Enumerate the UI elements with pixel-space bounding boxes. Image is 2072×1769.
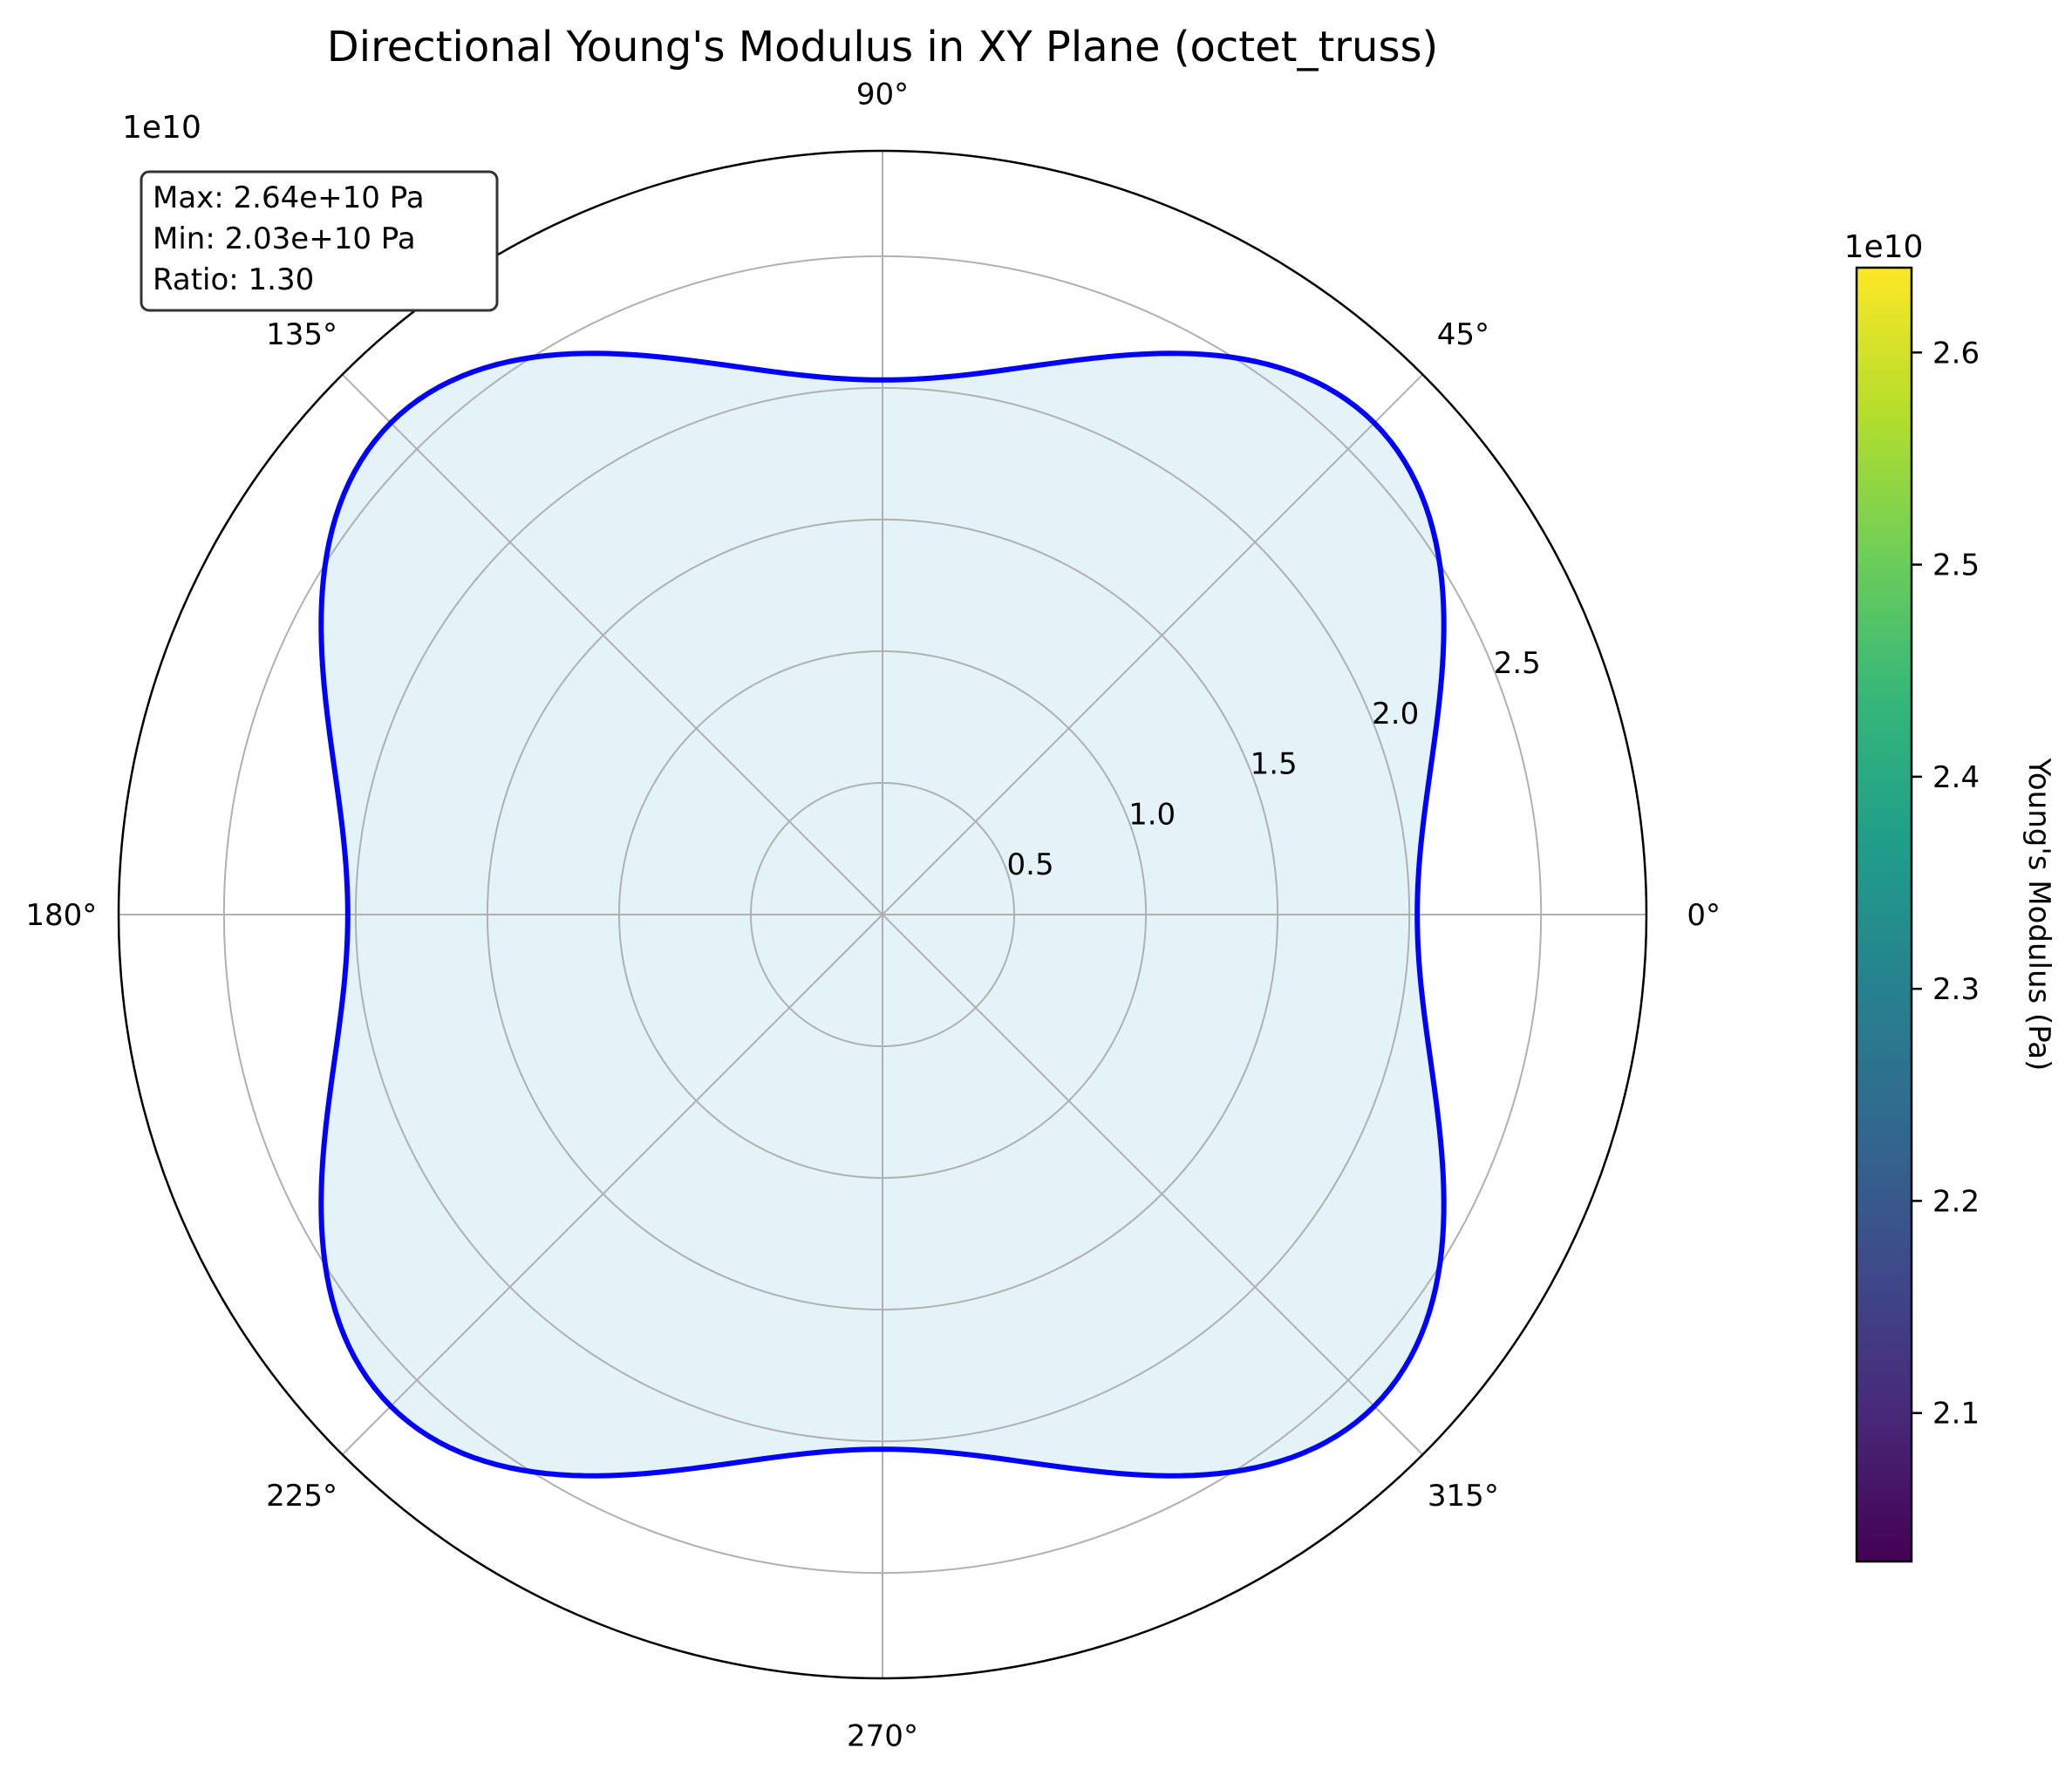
stats-ratio-line: Ratio: 1.30 (153, 262, 314, 297)
colorbar-tick-label-2: 2.3 (1932, 972, 1980, 1007)
data-point-75 (1025, 376, 1028, 379)
data-point-135 (389, 421, 392, 425)
data-point-270 (881, 1447, 884, 1451)
data-point-120 (570, 375, 574, 378)
data-point-285 (1025, 1450, 1028, 1453)
angular-tick-label-45: 45° (1437, 317, 1489, 352)
chart-title: Directional Young's Modulus in XY Plane … (327, 23, 1438, 71)
radial-tick-label-0: 0.5 (1007, 847, 1054, 882)
colorbar-tick-label-3: 2.4 (1932, 760, 1980, 795)
data-point-165 (344, 769, 347, 772)
polar-frame (117, 149, 1648, 1680)
stats-min-line: Min: 2.03e+10 Pa (153, 221, 416, 256)
angular-gridline-3 (341, 373, 883, 915)
radial-tick-label-1: 1.0 (1128, 797, 1176, 832)
angular-gridline-5 (341, 914, 883, 1456)
data-point-45 (1373, 421, 1376, 425)
colorbar-offset-text: 1e10 (1844, 229, 1924, 265)
angular-tick-label-0: 0° (1687, 898, 1721, 933)
data-point-300 (1191, 1451, 1195, 1454)
data-point-60 (1191, 375, 1195, 378)
data-point-15 (1418, 769, 1421, 772)
polar-plot-area: 0° 45° 90° 135° 180° 225° 270° 315° 0.5 1.0 1.5 2.… (25, 77, 1721, 1753)
angular-tick-label-270: 270° (847, 1719, 918, 1754)
colorbar-tick-label-1: 2.2 (1932, 1184, 1980, 1219)
data-point-90 (881, 378, 884, 382)
data-point-180 (346, 913, 350, 916)
colorbar-gradient-bar (1855, 266, 1913, 1563)
radial-tick-label-2: 1.5 (1251, 747, 1298, 782)
data-point-255 (737, 1450, 740, 1453)
data-point-225 (389, 1405, 392, 1408)
data-point-315 (1373, 1405, 1376, 1408)
angular-tick-label-135: 135° (266, 317, 337, 352)
colorbar-tick-label-4: 2.5 (1932, 548, 1980, 583)
data-point-210 (343, 1223, 346, 1227)
angular-gridline-1 (882, 373, 1424, 915)
data-point-150 (343, 602, 346, 606)
series-line-modulus (318, 350, 1447, 1479)
data-point-0 (1415, 913, 1419, 916)
radial-tick-labels: 0.5 1.0 1.5 2.0 2.5 (1007, 646, 1541, 882)
data-point-345 (1418, 1057, 1421, 1060)
data-point-30 (1419, 602, 1422, 606)
colorbar-tick-label-0: 2.1 (1932, 1397, 1980, 1432)
colorbar-ticks: 2.1 2.2 2.3 2.4 2.5 2.6 (1912, 336, 1980, 1432)
data-point-195 (344, 1057, 347, 1060)
stats-annotation-frame (140, 170, 499, 312)
colorbar: 2.1 2.2 2.3 2.4 2.5 2.6 1e10 Young's Modulus … (1844, 229, 2056, 1563)
data-point-105 (737, 376, 740, 379)
angular-gridline-7 (882, 914, 1424, 1456)
polar-grid (119, 151, 1646, 1678)
data-point-240 (570, 1451, 574, 1454)
radial-tick-label-3: 2.0 (1372, 697, 1419, 731)
radial-axis-offset-text: 1e10 (122, 110, 201, 146)
data-point-330 (1419, 1223, 1422, 1227)
stats-max-line: Max: 2.64e+10 Pa (153, 180, 425, 215)
angular-tick-label-225: 225° (266, 1479, 337, 1514)
radial-tick-label-4: 2.5 (1494, 646, 1541, 681)
colorbar-tick-label-5: 2.6 (1932, 336, 1980, 371)
angular-tick-label-180: 180° (25, 898, 97, 933)
colorbar-label: Young's Modulus (Pa) (2021, 758, 2056, 1072)
angular-tick-label-315: 315° (1428, 1479, 1499, 1514)
angular-tick-label-90: 90° (856, 77, 909, 112)
angular-tick-labels: 0° 45° 90° 135° 180° 225° 270° 315° (25, 77, 1721, 1753)
stats-annotation-box: Max: 2.64e+10 Pa Min: 2.03e+10 Pa Ratio:… (140, 170, 499, 312)
